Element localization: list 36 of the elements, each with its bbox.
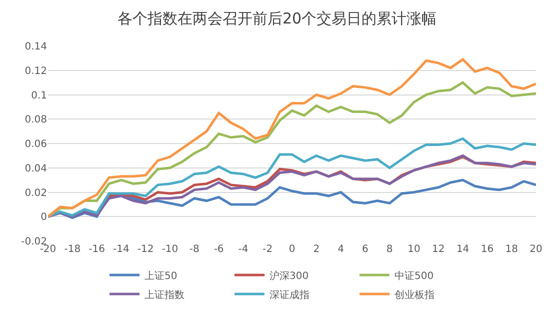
x-tick-label: -12	[137, 244, 154, 255]
x-tick-label: -8	[189, 244, 200, 255]
y-tick-label: 0.12	[24, 66, 47, 77]
x-tick-label: 16	[480, 244, 494, 255]
y-tick-label: 0.06	[24, 139, 47, 150]
x-tick-label: -16	[88, 244, 105, 255]
legend-label: 中证500	[394, 270, 434, 282]
x-tick-label: 8	[386, 244, 393, 255]
legend-label: 创业板指	[394, 288, 434, 301]
x-tick-label: -14	[113, 244, 130, 255]
x-tick-label: 20	[530, 244, 542, 255]
x-tick-label: 14	[456, 244, 470, 255]
y-tick-label: 0.1	[31, 90, 47, 102]
x-tick-label: 12	[432, 244, 445, 255]
y-tick-label: 0	[40, 212, 47, 224]
chart-title: 各个指数在两会召开前后20个交易日的累计涨幅	[117, 9, 437, 28]
x-tick-label: -6	[214, 244, 224, 255]
y-tick-label: 0.08	[24, 114, 47, 126]
y-tick-label: 0.14	[24, 42, 47, 52]
x-tick-label: 6	[362, 244, 368, 255]
legend-label: 沪深300	[270, 270, 309, 282]
x-tick-label: -4	[238, 244, 248, 255]
legend-label: 上证50	[144, 270, 178, 282]
x-tick-label: -2	[262, 244, 273, 255]
legend-label: 深证成指	[270, 288, 310, 301]
line-series	[48, 137, 536, 218]
x-tick-label: 2	[313, 244, 320, 255]
x-tick-label: -10	[162, 244, 178, 255]
y-tick-label: 0.02	[24, 188, 47, 199]
x-tick-label: 0	[288, 244, 296, 255]
x-tick-label: 10	[408, 244, 420, 255]
x-tick-label: 18	[505, 244, 518, 255]
legend-label: 上证指数	[144, 288, 184, 301]
x-tick-label: 4	[338, 244, 344, 255]
x-tick-label: -18	[64, 244, 81, 255]
y-tick-label: 0.04	[24, 163, 47, 174]
